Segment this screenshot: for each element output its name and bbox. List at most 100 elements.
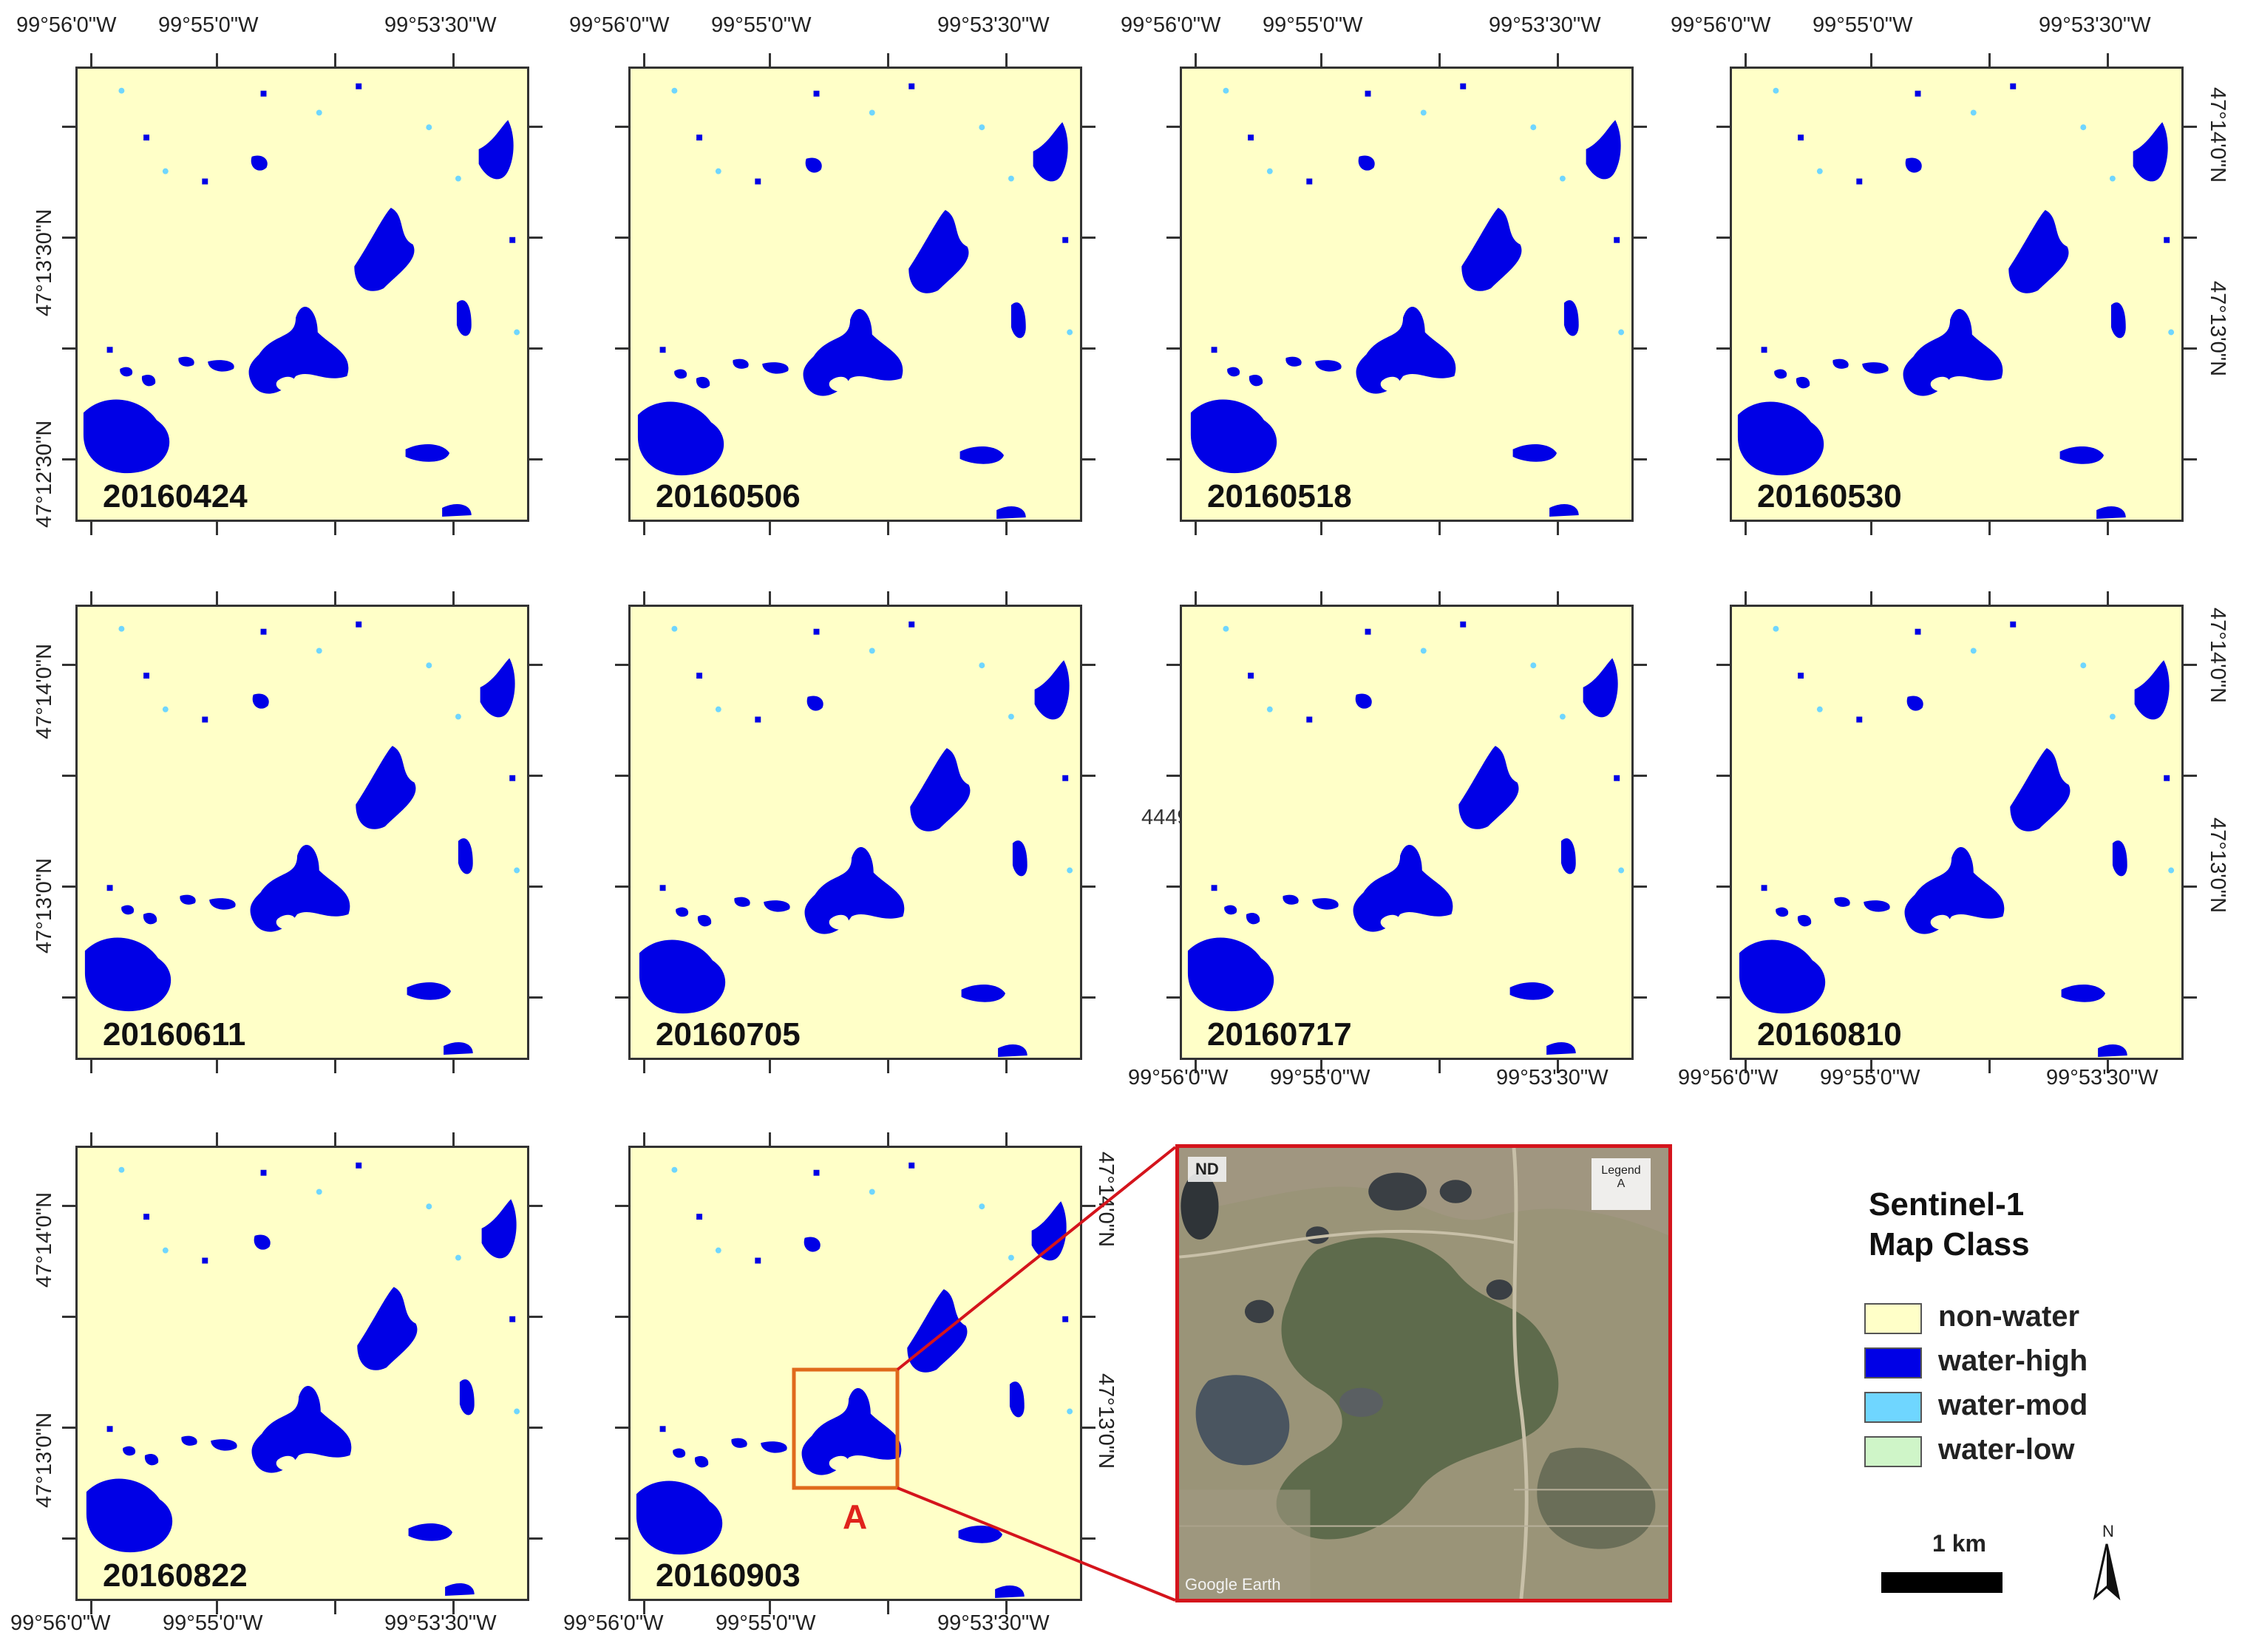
water-body: [1358, 155, 1375, 171]
water-high-pixel: [696, 135, 703, 141]
axis-tick: [1005, 1601, 1008, 1614]
panel-date-label: 20160705: [656, 1016, 801, 1053]
water-classification-map: [86, 1162, 520, 1597]
axis-tick: [62, 458, 75, 460]
water-high-pixel: [1460, 83, 1467, 89]
water-body: [2059, 446, 2105, 464]
water-body: [1583, 658, 1618, 718]
axis-tick: [769, 591, 771, 605]
axis-tick: [1716, 126, 1730, 128]
water-high-pixel: [260, 1169, 267, 1176]
water-body: [251, 1385, 352, 1473]
axis-tick: [1634, 664, 1647, 666]
axis-tick: [62, 886, 75, 888]
water-body: [143, 912, 157, 925]
satellite-image: [1179, 1148, 1668, 1599]
water-body: [1560, 838, 1576, 874]
water-body: [1356, 306, 1456, 394]
water-mod-pixel: [316, 647, 322, 654]
axis-tick: [1716, 775, 1730, 777]
water-high-pixel: [2010, 83, 2017, 89]
axis-tick: [90, 1060, 92, 1073]
water-high-pixel: [755, 716, 761, 723]
water-high-pixel: [143, 135, 150, 141]
panel-date-label: 20160506: [656, 478, 801, 514]
map-panel-20160611: 20160611: [75, 605, 529, 1060]
axis-tick: [1634, 347, 1647, 350]
water-high-pixel: [1365, 90, 1371, 97]
water-high-pixel: [1306, 178, 1313, 185]
water-body: [1776, 907, 1789, 917]
axis-tick: [529, 458, 543, 460]
water-body: [1563, 300, 1579, 336]
water-body: [1832, 358, 1849, 369]
axis-tick: [1195, 1060, 1197, 1073]
water-high-pixel: [659, 885, 666, 891]
axis-tick: [2184, 237, 2197, 239]
water-body: [2098, 1044, 2127, 1057]
water-mod-pixel: [979, 124, 985, 131]
axis-tick: [1166, 664, 1180, 666]
axis-tick: [1166, 775, 1180, 777]
axis-tick: [62, 347, 75, 350]
axis-tick: [769, 1132, 771, 1146]
coordinate-label: 99°56'0"W: [10, 1611, 111, 1635]
axis-tick: [1082, 1316, 1095, 1318]
coordinate-label: 99°56'0"W: [563, 1611, 664, 1635]
water-body: [2010, 748, 2071, 832]
water-high-pixel: [908, 1162, 915, 1169]
axis-tick: [1870, 1060, 1872, 1073]
axis-tick: [1166, 347, 1180, 350]
axis-tick: [1716, 237, 1730, 239]
legend-title-line1: Sentinel-1: [1869, 1186, 2025, 1223]
axis-tick: [1438, 591, 1441, 605]
axis-tick: [1195, 522, 1197, 535]
water-high-pixel: [356, 1162, 362, 1169]
panel-date-label: 20160903: [656, 1557, 801, 1594]
coordinate-label: 99°55'0"W: [1813, 13, 1913, 37]
water-high-pixel: [202, 716, 208, 723]
water-mod-pixel: [1067, 1408, 1073, 1415]
water-body: [673, 1448, 686, 1458]
axis-tick: [2184, 886, 2197, 888]
coordinate-label: 47°14'0"N: [2206, 87, 2229, 183]
water-mod-pixel: [455, 713, 461, 720]
axis-tick: [643, 1060, 645, 1073]
axis-tick: [615, 237, 628, 239]
inset-legend: Legend A: [1592, 1158, 1651, 1210]
axis-tick: [615, 996, 628, 999]
water-body: [958, 1525, 1003, 1543]
inset-state-badge: ND: [1188, 1157, 1226, 1182]
coordinate-label: 99°53'30"W: [2039, 13, 2151, 37]
legend-swatch: [1864, 1392, 1922, 1423]
water-body: [442, 503, 472, 517]
water-mod-pixel: [979, 1203, 985, 1210]
panel-date-label: 20160717: [1207, 1016, 1352, 1053]
water-body: [804, 1237, 821, 1252]
axis-tick: [1634, 458, 1647, 460]
water-body: [1353, 844, 1453, 932]
water-high-pixel: [509, 237, 516, 243]
water-body: [141, 374, 156, 387]
water-high-pixel: [1365, 628, 1371, 635]
inset-legend-title: Legend: [1601, 1164, 1641, 1177]
axis-tick: [529, 664, 543, 666]
water-high-pixel: [1761, 885, 1767, 891]
water-body: [211, 1439, 237, 1451]
coordinate-label: 47°13'0"N: [33, 1412, 56, 1508]
axis-tick: [529, 237, 543, 239]
water-high-pixel: [1062, 1316, 1069, 1322]
axis-tick: [216, 1132, 218, 1146]
water-high-pixel: [659, 347, 666, 353]
water-body: [805, 157, 822, 173]
callout-label: A: [843, 1498, 868, 1536]
axis-tick: [643, 53, 645, 67]
axis-tick: [1745, 591, 1747, 605]
axis-tick: [216, 1060, 218, 1073]
water-body: [907, 1289, 968, 1373]
coordinate-label: 47°13'0"N: [2206, 817, 2229, 914]
axis-tick: [615, 458, 628, 460]
axis-tick: [887, 591, 889, 605]
axis-tick: [2184, 775, 2197, 777]
axis-tick: [887, 522, 889, 535]
